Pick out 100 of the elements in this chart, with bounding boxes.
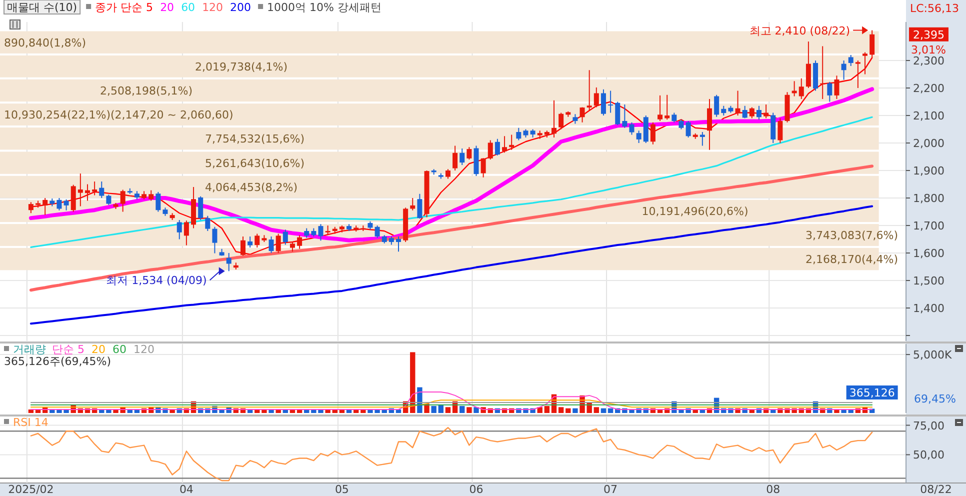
candlestick (580, 106, 585, 123)
candlestick (658, 94, 663, 122)
y-tick-label: 1,700 (913, 220, 944, 232)
candlestick (834, 75, 840, 100)
candlestick (749, 106, 754, 119)
band-label: 5,261,643(10,6%) (205, 156, 305, 170)
candlestick (502, 136, 508, 154)
bar (445, 407, 451, 413)
candlestick (92, 181, 98, 196)
text: 200 (230, 1, 252, 14)
chart-title: 매물대 수(10) (7, 1, 78, 14)
candlestick (798, 78, 804, 100)
text: 120 (202, 1, 224, 14)
candlestick (820, 46, 826, 100)
candlestick (212, 226, 218, 254)
candlestick (268, 236, 274, 254)
candlestick (855, 60, 860, 88)
candlestick (417, 193, 422, 220)
band-label: 890,840(1,8%) (4, 36, 86, 50)
legend-title: 거래량 (13, 343, 46, 356)
y-tick-label: 5,000K (913, 348, 952, 362)
text: 2,395 (913, 28, 944, 42)
candlestick (650, 122, 656, 145)
candlestick (70, 184, 76, 212)
candlestick (516, 127, 522, 141)
bar (417, 387, 422, 413)
candlestick (42, 198, 48, 216)
candlestick (778, 118, 783, 144)
candlestick (304, 228, 310, 238)
text: 69,45% (914, 392, 956, 406)
candlestick (870, 30, 875, 58)
candlestick (735, 90, 740, 116)
candlestick (460, 148, 465, 166)
text: 60 (181, 1, 196, 14)
candlestick (56, 198, 62, 211)
candlestick (600, 88, 606, 116)
text: 1000억 10% 강세패턴 (267, 1, 382, 14)
candlestick (707, 98, 712, 150)
candlestick (297, 234, 302, 250)
annotation: 365,126주(69,45%) (4, 355, 112, 368)
candlestick (700, 132, 705, 146)
band-label: 2,019,738(4,1%) (195, 60, 288, 74)
y-tick-label: 1,500 (913, 274, 944, 288)
candlestick (509, 134, 514, 150)
band-label: 2,168,170(4,4%) (805, 253, 898, 266)
candlestick (672, 112, 677, 123)
y-tick-label: 75,00 (913, 419, 944, 432)
bar (600, 408, 606, 413)
text: 20 (91, 343, 106, 356)
candlestick (28, 202, 34, 214)
x-tick-label: 2025/02 (8, 483, 54, 496)
candlestick (120, 189, 126, 212)
candlestick (410, 198, 416, 211)
band-label: 10,930,254(22,1%)(2,147,20 ~ 2,060,60) (4, 108, 234, 122)
candlestick (466, 146, 472, 160)
y-tick-label: 2,000 (913, 137, 944, 150)
candlestick (806, 41, 811, 88)
bar (474, 407, 479, 413)
candlestick (552, 100, 556, 138)
candlestick (106, 194, 112, 206)
text: 20 (160, 1, 174, 14)
candlestick (396, 236, 401, 252)
candlestick (678, 119, 684, 130)
band-label: 10,191,496(20,6%) (642, 204, 748, 218)
candlestick (176, 220, 182, 240)
candlestick (248, 236, 253, 248)
text: 단순 5 (52, 343, 84, 356)
candlestick (240, 236, 246, 256)
band-label: 7,754,532(15,6%) (205, 132, 305, 146)
bar (544, 406, 550, 413)
candlestick (325, 225, 330, 236)
candlestick (445, 168, 450, 180)
text: 08/22 (920, 483, 952, 496)
candlestick (156, 191, 161, 212)
data-label: 365,126 (849, 386, 895, 400)
y-tick-label: 2,100 (913, 110, 944, 122)
candlestick (226, 252, 232, 272)
candlestick (827, 81, 832, 102)
candlestick (282, 229, 288, 246)
candlestick (494, 138, 500, 156)
candlestick (64, 198, 69, 211)
candlestick (374, 225, 380, 238)
x-tick-label: 07 (604, 483, 618, 496)
band-label: 2,508,198(5,1%) (100, 84, 193, 98)
candlestick (686, 120, 691, 138)
candlestick (636, 130, 642, 144)
band-label: 4,064,453(8,2%) (205, 180, 298, 194)
text: 120 (133, 343, 154, 356)
text: 60 (112, 343, 126, 356)
candlestick (198, 196, 204, 220)
annotation: 최고 2,410 (08/22) (749, 24, 850, 38)
candlestick (742, 105, 748, 119)
bar (572, 408, 578, 413)
series-label: RSI 14 (13, 416, 48, 429)
candlestick (594, 86, 599, 108)
candlestick (764, 104, 769, 119)
candlestick (572, 114, 578, 124)
candlestick (586, 70, 592, 110)
bar (558, 407, 564, 413)
bar (566, 408, 571, 413)
